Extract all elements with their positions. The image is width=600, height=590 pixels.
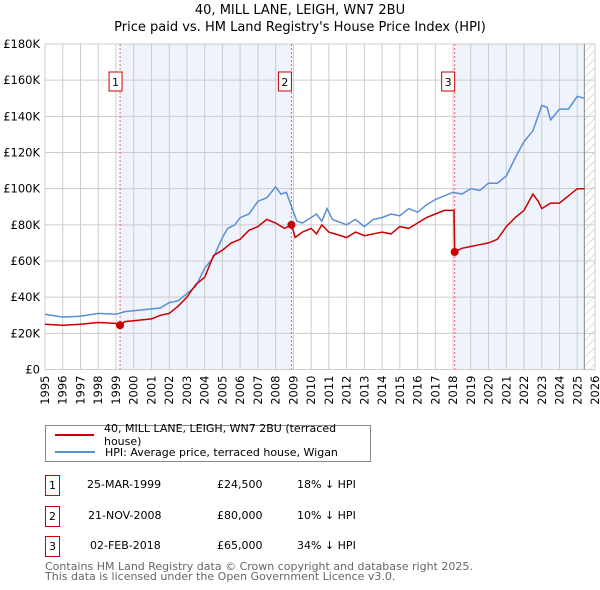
sale-marker-label: 2 <box>281 76 288 89</box>
sale-date: 02-FEB-2018 <box>90 539 161 552</box>
x-tick-label: 2019 <box>464 376 478 405</box>
sale-price: £24,500 <box>217 478 263 491</box>
shaded-range <box>454 44 585 370</box>
y-tick-label: £80K <box>11 218 41 232</box>
table-row: 2 21-NOV-2008 £80,000 10% ↓ HPI <box>45 506 445 527</box>
x-tick-label: 2006 <box>233 376 247 405</box>
price-chart: 1995 1996 1997 1998 1999 2000 2001 2002 2003 2004… <box>3 37 600 405</box>
x-tick-label: 1999 <box>109 376 123 405</box>
chart-subtitle: Price paid vs. HM Land Registry's House … <box>114 20 486 35</box>
x-tick-label: 2009 <box>286 376 300 405</box>
legend-swatch-property <box>55 434 94 436</box>
x-tick-label: 2013 <box>357 376 371 405</box>
y-tick-label: £0 <box>25 363 40 377</box>
x-tick-label: 2001 <box>144 376 158 405</box>
x-tick-label: 2017 <box>428 376 442 405</box>
sale-marker-badge: 2 <box>45 506 60 527</box>
y-tick-label: £120K <box>3 146 40 160</box>
y-tick-label: £180K <box>3 37 40 51</box>
legend-item-property: 40, MILL LANE, LEIGH, WN7 2BU (terraced … <box>55 422 370 448</box>
sale-marker-box <box>277 71 292 92</box>
x-tick-label: 2024 <box>553 376 567 405</box>
sale-hpi-diff: 10% ↓ HPI <box>297 509 356 522</box>
y-tick-label: £40K <box>11 290 41 304</box>
x-tick-label: 2011 <box>322 376 336 405</box>
x-tick-label: 2015 <box>393 376 407 405</box>
x-tick-label: 2000 <box>127 376 141 405</box>
x-tick-label: 2010 <box>304 376 318 405</box>
sale-marker-badge: 1 <box>45 475 60 496</box>
x-tick-label: 2008 <box>269 376 283 405</box>
x-tick-label: 2021 <box>499 376 513 405</box>
x-tick-label: 2003 <box>180 376 194 405</box>
x-tick-label: 2014 <box>375 376 389 405</box>
forecast-hatch <box>584 44 595 370</box>
legend-item-hpi: HPI: Average price, terraced house, Wiga… <box>55 444 338 460</box>
sale-point <box>116 321 125 330</box>
legend-label-property: 40, MILL LANE, LEIGH, WN7 2BU (terraced … <box>103 422 337 448</box>
table-row: 1 25-MAR-1999 £24,500 18% ↓ HPI <box>45 475 445 496</box>
footer-licence: This data is licensed under the Open Gov… <box>45 570 396 583</box>
legend-label-hpi: HPI: Average price, terraced house, Wiga… <box>105 445 338 459</box>
sale-date: 21-NOV-2008 <box>88 509 162 522</box>
footer-copyright: Contains HM Land Registry data © Crown c… <box>45 560 473 573</box>
x-tick-label: 1998 <box>91 376 105 405</box>
x-tick-label: 2020 <box>482 376 496 405</box>
property-price-line <box>44 187 585 327</box>
y-tick-label: £140K <box>3 109 40 123</box>
x-tick-label: 2007 <box>251 376 265 405</box>
table-row: 3 02-FEB-2018 £65,000 34% ↓ HPI <box>45 536 445 557</box>
sale-point <box>450 247 459 256</box>
sale-marker-box <box>108 71 123 92</box>
x-tick-label: 2016 <box>411 376 425 405</box>
y-tick-label: £100K <box>3 182 40 196</box>
hpi-line <box>44 95 585 318</box>
x-tick-label: 2004 <box>198 376 212 405</box>
shaded-range <box>120 44 292 370</box>
x-tick-label: 2022 <box>517 376 531 405</box>
x-tick-label: 2002 <box>162 376 176 405</box>
sale-marker-badge: 3 <box>45 536 60 557</box>
y-tick-label: £60K <box>11 254 41 268</box>
sale-price: £80,000 <box>217 509 263 522</box>
sale-date: 25-MAR-1999 <box>87 478 162 491</box>
y-tick-label: £20K <box>11 326 41 340</box>
x-tick-label: 2025 <box>570 376 584 405</box>
x-tick-label: 1995 <box>38 376 52 405</box>
legend: 40, MILL LANE, LEIGH, WN7 2BU (terraced … <box>45 422 371 462</box>
sale-marker-box <box>441 71 456 92</box>
x-tick-label: 1996 <box>56 376 70 405</box>
chart-title: 40, MILL LANE, LEIGH, WN7 2BU <box>194 3 406 18</box>
legend-swatch-hpi <box>55 451 95 453</box>
x-tick-label: 2023 <box>535 376 549 405</box>
sale-hpi-diff: 18% ↓ HPI <box>297 478 356 491</box>
y-tick-label: £160K <box>3 73 40 87</box>
sale-point <box>287 220 296 229</box>
sale-marker-label: 3 <box>445 76 452 89</box>
x-tick-label: 2012 <box>340 376 354 405</box>
x-tick-label: 2005 <box>215 376 229 405</box>
x-tick-label: 2026 <box>588 376 600 405</box>
x-tick-label: 2018 <box>446 376 460 405</box>
sale-price: £65,000 <box>217 539 263 552</box>
x-tick-label: 1997 <box>73 376 87 405</box>
sale-hpi-diff: 34% ↓ HPI <box>297 539 356 552</box>
sale-marker-label: 1 <box>112 76 119 89</box>
